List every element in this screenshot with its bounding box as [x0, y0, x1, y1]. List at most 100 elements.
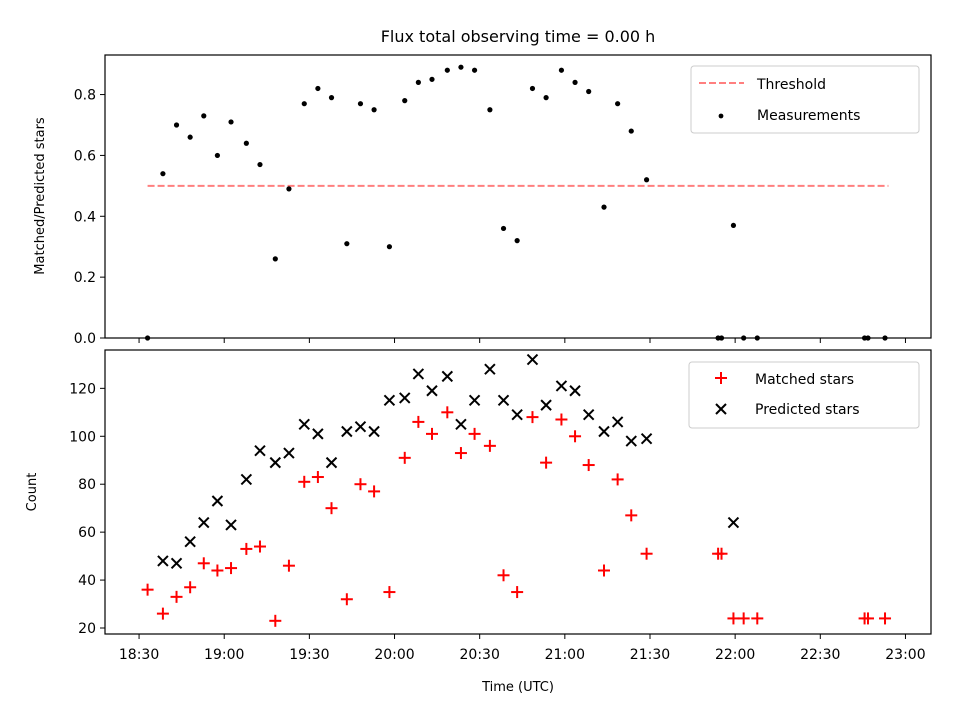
- x-axis-label: Time (UTC): [481, 680, 554, 695]
- matched-star-point: [211, 564, 224, 577]
- predicted-star-point: [468, 394, 481, 407]
- predicted-star-point: [399, 392, 411, 404]
- matched-star-point: [879, 612, 892, 625]
- predicted-star-point: [598, 425, 610, 438]
- measurement-point: [558, 67, 565, 73]
- matched-star-point: [398, 451, 411, 464]
- measurement-point: [572, 79, 578, 85]
- predicted-star-point: [569, 385, 581, 397]
- predicted-star-point: [157, 555, 169, 567]
- predicted-star-point: [283, 447, 295, 459]
- predicted-star-point: [341, 425, 353, 438]
- matched-star-point: [282, 559, 295, 572]
- matched-star-point: [569, 430, 582, 443]
- counts-y-tick-label: 120: [69, 381, 96, 397]
- predicted-star-point: [184, 536, 196, 548]
- matched-star-point: [368, 485, 381, 498]
- measurement-point: [272, 256, 278, 262]
- threshold-legend-label: Threshold: [756, 77, 826, 93]
- ratio-y-tick-label: 0.0: [74, 331, 96, 347]
- matched-star-point: [240, 542, 253, 555]
- matched-star-point: [311, 471, 324, 484]
- matched-star-point: [468, 427, 481, 440]
- ratio-legend: Threshold Measurements: [690, 65, 920, 134]
- measurement-point: [543, 95, 549, 101]
- measurement-point: [173, 122, 180, 128]
- matched-star-point: [737, 612, 750, 625]
- measurement-point: [402, 98, 408, 104]
- matched-star-point: [861, 612, 874, 625]
- predicted-star-point: [540, 399, 552, 411]
- predicted-star-point: [354, 420, 367, 433]
- matched-star-point: [715, 547, 728, 560]
- x-tick-label: 20:30: [460, 647, 500, 663]
- predicted-star-point: [254, 444, 266, 457]
- matched-star-point: [441, 406, 454, 419]
- measurement-point: [487, 107, 493, 113]
- ratio-y-tick-label: 0.6: [74, 148, 96, 164]
- measurements-legend-label: Measurements: [757, 108, 860, 124]
- counts-y-tick-label: 80: [78, 477, 96, 493]
- matched-star-point: [625, 509, 638, 522]
- predicted-legend-handle: [715, 403, 727, 415]
- matched-star-point: [555, 413, 568, 426]
- predicted-star-point: [455, 418, 467, 431]
- measurement-point: [357, 101, 364, 107]
- predicted-star-point: [484, 363, 496, 375]
- matched-star-point: [340, 593, 353, 606]
- matched-star-point: [483, 439, 496, 452]
- matched-star-point: [611, 473, 624, 486]
- figure-title: Flux total observing time = 0.00 h: [381, 27, 656, 46]
- matched-star-point: [497, 569, 510, 582]
- predicted-star-point: [426, 385, 438, 397]
- predicted-star-point: [383, 394, 396, 407]
- predicted-star-point: [526, 353, 539, 366]
- x-tick-label: 21:00: [545, 647, 585, 663]
- x-tick-label: 23:00: [885, 647, 925, 663]
- measurement-point: [301, 101, 307, 107]
- counts-y-tick-label: 20: [78, 621, 96, 637]
- predicted-star-point: [640, 432, 653, 445]
- measurement-point: [344, 241, 350, 247]
- x-tick-label: 22:00: [715, 647, 755, 663]
- matched-star-point: [141, 583, 154, 596]
- matched-star-point: [640, 547, 653, 560]
- matched-star-point: [540, 456, 553, 469]
- x-tick-label: 19:00: [204, 647, 244, 663]
- predicted-legend-label: Predicted stars: [755, 402, 860, 418]
- matched-star-point: [225, 562, 238, 575]
- ratio-y-tick-label: 0.8: [74, 88, 96, 104]
- predicted-star-point: [312, 428, 324, 440]
- measurement-point: [601, 204, 607, 210]
- predicted-star-point: [441, 370, 454, 383]
- matched-star-point: [184, 581, 197, 594]
- ratio-legend-box: [690, 65, 920, 134]
- predicted-star-point: [368, 425, 380, 438]
- predicted-star-point: [298, 418, 310, 431]
- measurement-point: [386, 244, 393, 250]
- matched-legend-handle: [715, 372, 727, 384]
- measurement-point: [628, 128, 634, 134]
- predicted-star-point: [269, 456, 282, 469]
- counts-y-tick-label: 60: [78, 525, 96, 541]
- predicted-star-point: [325, 456, 338, 469]
- measurement-point: [471, 67, 478, 73]
- x-tick-label: 19:30: [289, 647, 329, 663]
- matched-star-point: [298, 475, 311, 488]
- matched-star-point: [325, 502, 338, 515]
- measurement-point: [514, 238, 520, 244]
- matched-star-point: [454, 447, 467, 460]
- predicted-star-point: [211, 495, 224, 507]
- matched-star-point: [598, 564, 611, 577]
- predicted-star-point: [582, 409, 595, 421]
- predicted-star-point: [555, 380, 568, 392]
- predicted-star-point: [727, 516, 740, 529]
- predicted-star-point: [611, 416, 624, 428]
- measurement-point: [228, 119, 234, 125]
- matched-star-point: [269, 614, 282, 627]
- measurement-point: [529, 85, 536, 92]
- matched-star-point: [383, 586, 396, 599]
- predicted-star-point: [225, 519, 237, 531]
- ratio-plot-frame: [104, 54, 932, 339]
